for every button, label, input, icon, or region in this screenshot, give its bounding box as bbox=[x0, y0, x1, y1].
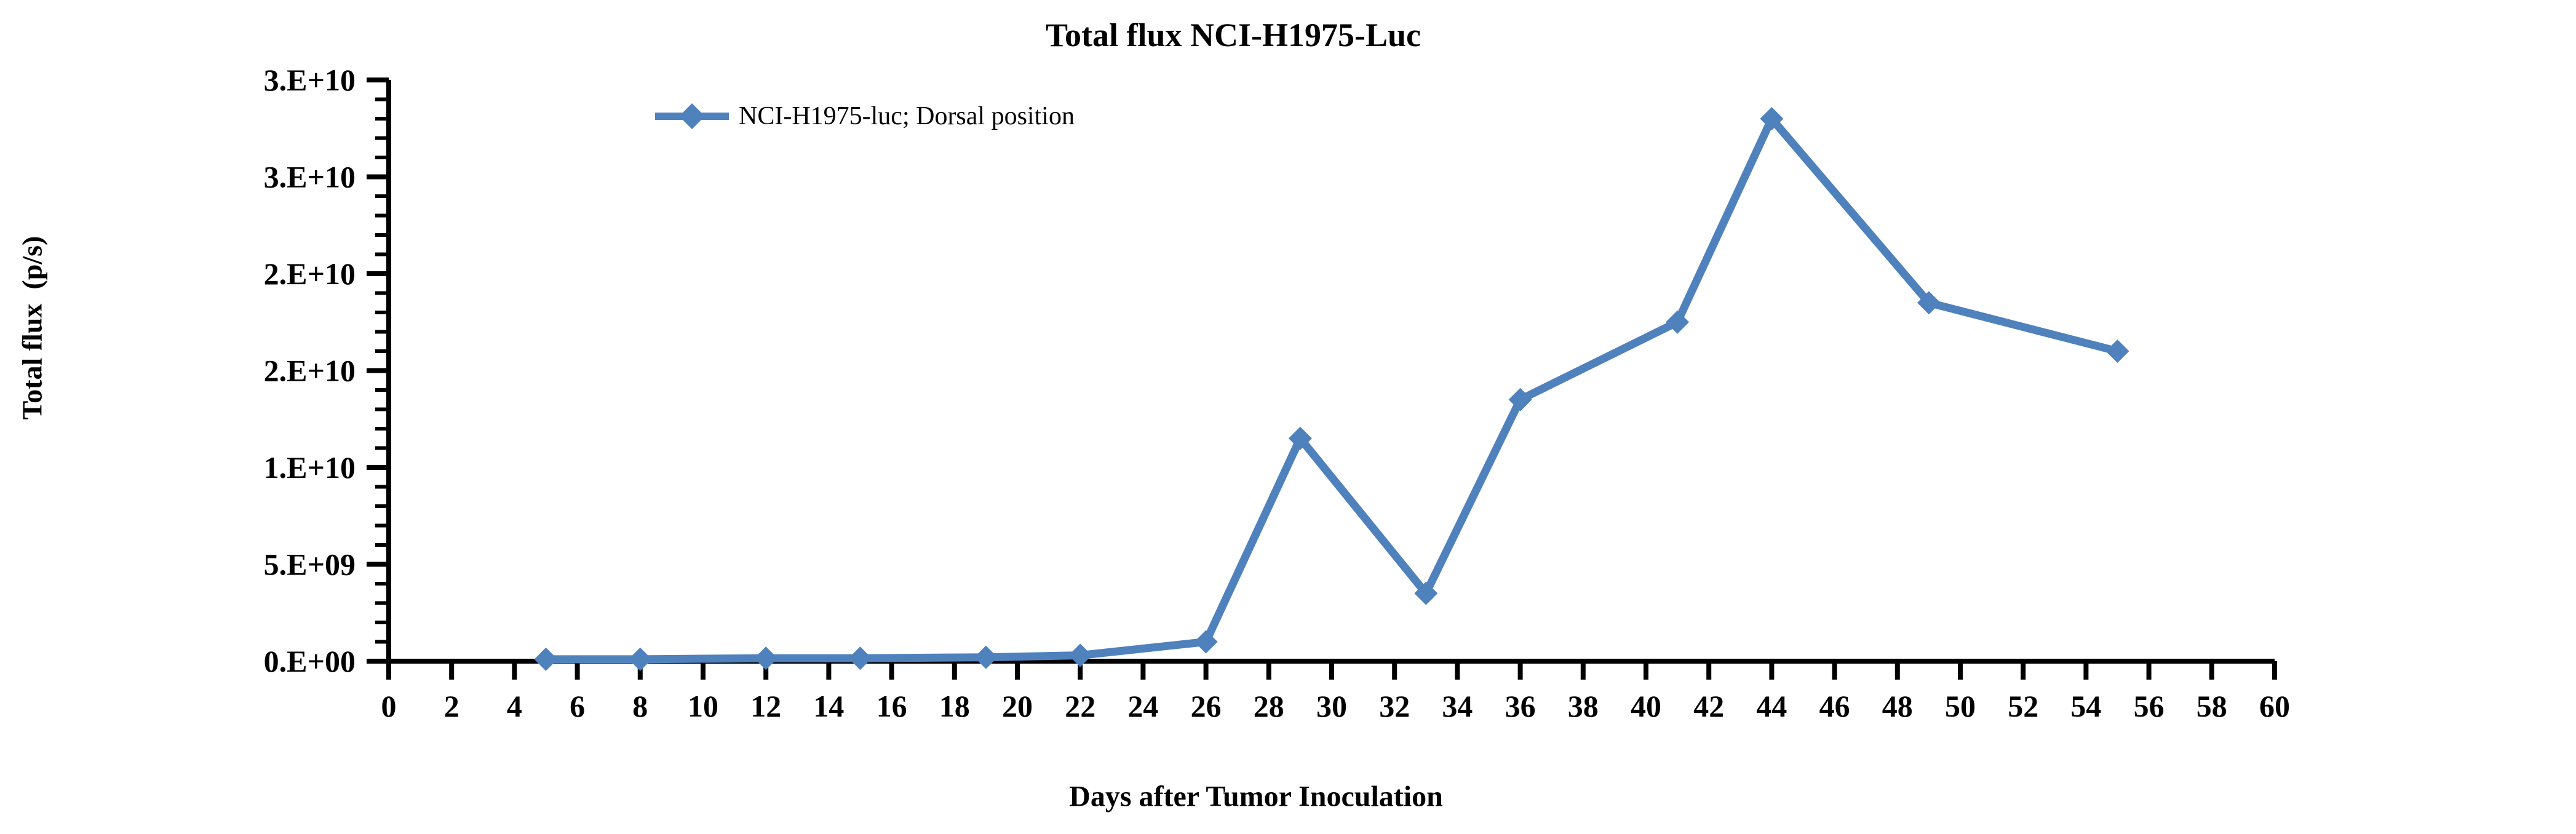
x-tick-label: 44 bbox=[1756, 689, 1787, 723]
legend-marker-diamond-icon bbox=[655, 103, 729, 129]
y-tick-label: 0.E+00 bbox=[264, 644, 356, 678]
x-tick-label: 32 bbox=[1379, 689, 1410, 723]
x-tick-label: 4 bbox=[507, 689, 522, 723]
y-axis-title: Total flux (p/s) bbox=[16, 236, 48, 420]
x-tick-label: 56 bbox=[2134, 689, 2165, 723]
x-tick-label: 54 bbox=[2070, 689, 2101, 723]
data-point-marker bbox=[628, 647, 652, 671]
x-tick-label: 38 bbox=[1568, 689, 1599, 723]
data-point-marker bbox=[534, 647, 558, 671]
data-point-marker bbox=[754, 646, 778, 670]
x-tick-label: 18 bbox=[939, 689, 970, 723]
data-point-marker bbox=[1508, 387, 1532, 411]
x-tick-label: 14 bbox=[813, 689, 844, 723]
x-tick-label: 52 bbox=[2008, 689, 2038, 723]
x-tick-label: 16 bbox=[877, 689, 907, 723]
data-point-marker bbox=[2105, 340, 2129, 363]
x-axis-title: Days after Tumor Inoculation bbox=[1069, 780, 1443, 813]
x-tick-label: 36 bbox=[1505, 689, 1536, 723]
chart-title: Total flux NCI-H1975-Luc bbox=[1045, 17, 1421, 54]
x-tick-label: 58 bbox=[2196, 689, 2227, 723]
data-point-marker bbox=[848, 646, 872, 670]
data-point-marker bbox=[1917, 291, 1941, 315]
x-tick-label: 22 bbox=[1065, 689, 1095, 723]
x-tick-label: 34 bbox=[1442, 689, 1473, 723]
data-point-marker bbox=[1666, 310, 1690, 334]
data-point-marker bbox=[1414, 581, 1438, 605]
x-tick-label: 12 bbox=[750, 689, 781, 723]
data-point-marker bbox=[1068, 643, 1092, 667]
x-tick-label: 10 bbox=[688, 689, 718, 723]
legend: NCI-H1975-luc; Dorsal position bbox=[654, 100, 1075, 132]
x-tick-label: 20 bbox=[1002, 689, 1033, 723]
x-tick-label: 48 bbox=[1882, 689, 1913, 723]
x-tick-label: 60 bbox=[2259, 689, 2290, 723]
data-point-marker bbox=[974, 645, 998, 669]
y-tick-label: 1.E+10 bbox=[264, 450, 356, 485]
x-tick-label: 30 bbox=[1316, 689, 1347, 723]
y-tick-label: 2.E+10 bbox=[264, 256, 356, 291]
x-tick-label: 2 bbox=[444, 689, 459, 723]
x-tick-label: 42 bbox=[1693, 689, 1724, 723]
x-tick-label: 28 bbox=[1254, 689, 1284, 723]
x-tick-label: 50 bbox=[1945, 689, 1976, 723]
x-tick-label: 40 bbox=[1631, 689, 1661, 723]
x-tick-label: 24 bbox=[1127, 689, 1158, 723]
data-point-marker bbox=[1194, 630, 1218, 654]
y-tick-label: 5.E+09 bbox=[264, 547, 356, 582]
x-tick-label: 8 bbox=[632, 689, 648, 723]
x-tick-label: 26 bbox=[1191, 689, 1222, 723]
y-tick-label: 2.E+10 bbox=[264, 354, 356, 388]
legend-label: NCI-H1975-luc; Dorsal position bbox=[739, 102, 1075, 130]
y-tick-label: 3.E+10 bbox=[264, 63, 356, 97]
x-tick-label: 0 bbox=[381, 689, 397, 723]
legend-diamond-icon bbox=[679, 103, 705, 129]
data-point-marker bbox=[1760, 107, 1784, 130]
x-tick-label: 6 bbox=[570, 689, 585, 723]
data-point-marker bbox=[1288, 426, 1312, 450]
series-line bbox=[542, 114, 2121, 664]
y-tick-label: 3.E+10 bbox=[264, 160, 356, 194]
x-tick-label: 46 bbox=[1819, 689, 1850, 723]
